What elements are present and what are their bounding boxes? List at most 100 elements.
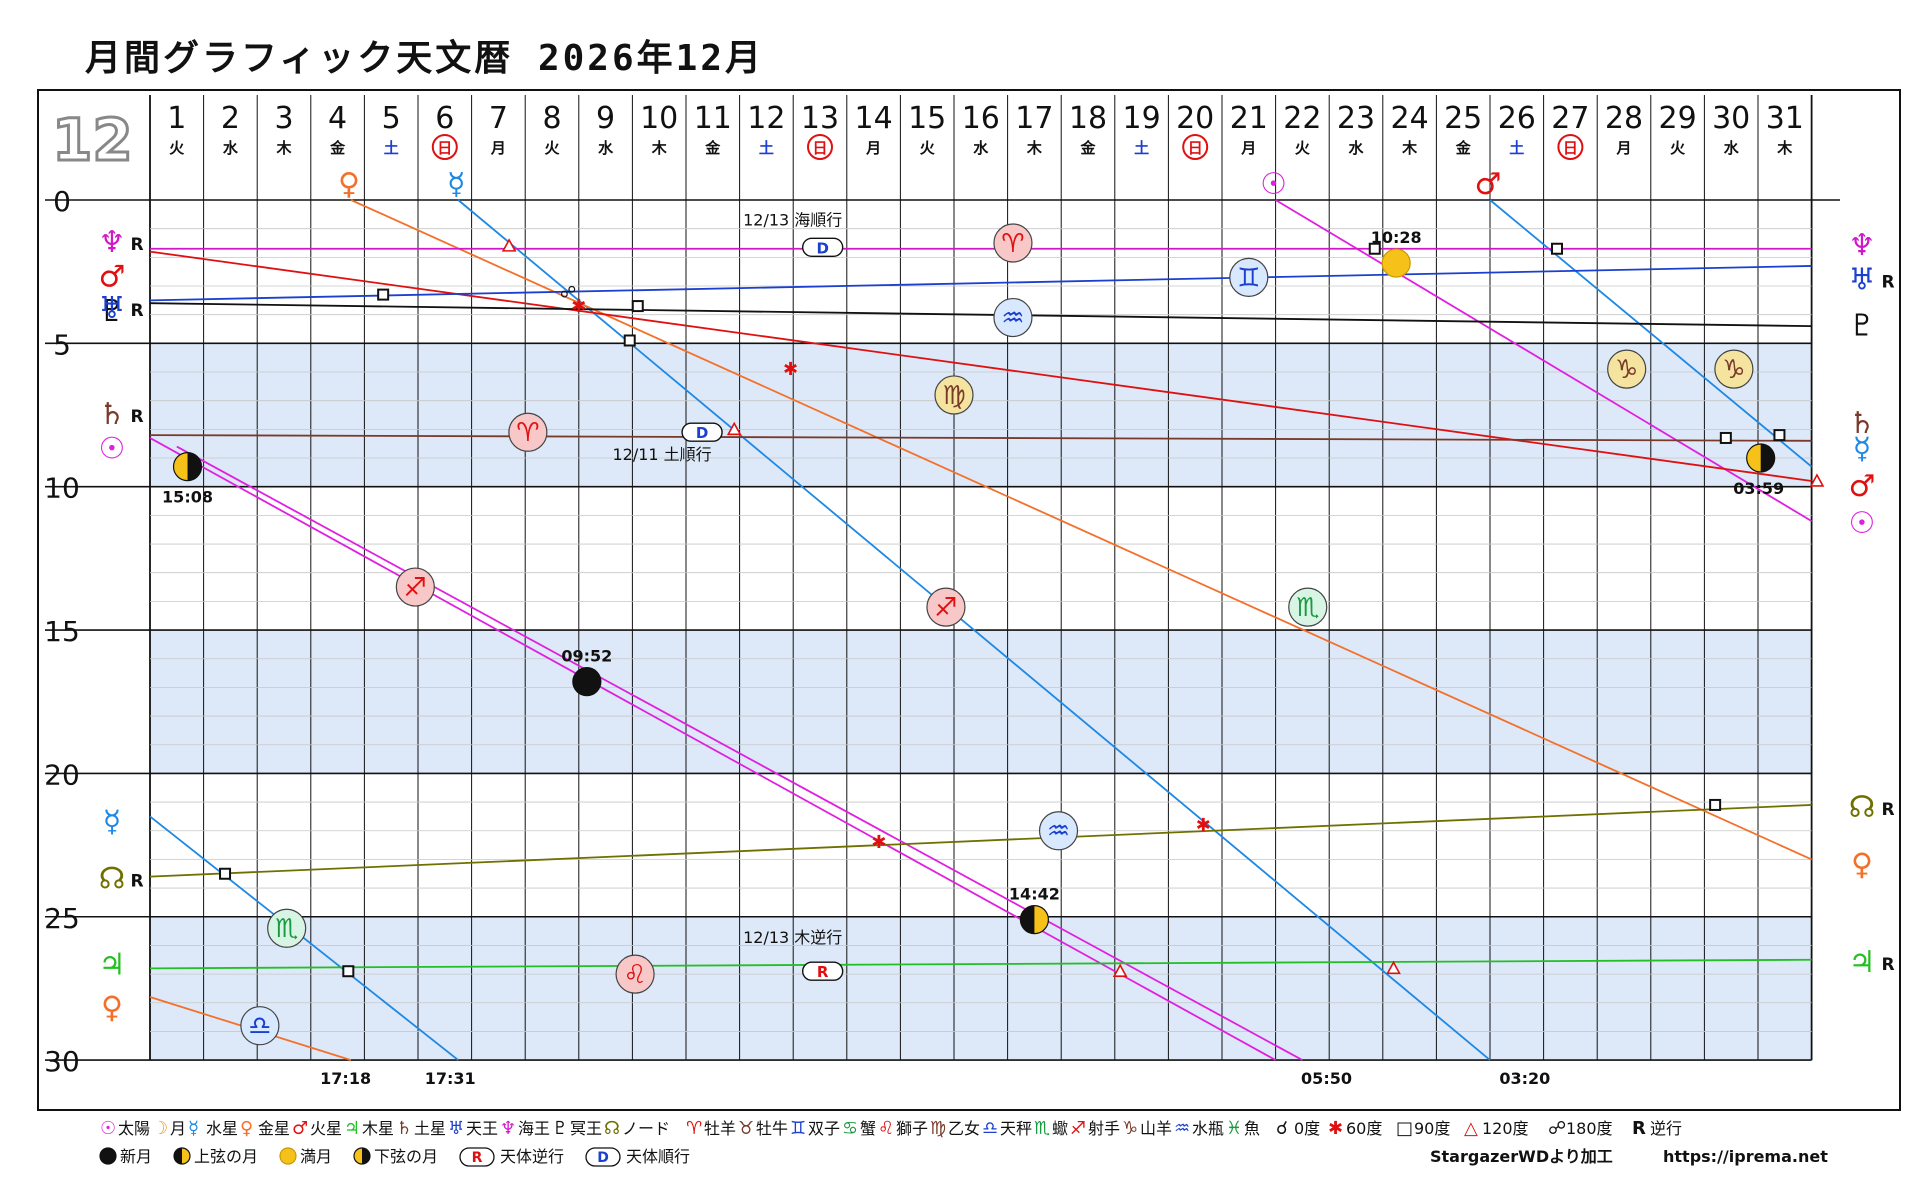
legend-glyph: △ <box>1464 1118 1478 1139</box>
sign-change-time: 17:31 <box>425 1069 476 1088</box>
sign-marker-glyph: ♏ <box>1296 593 1319 623</box>
weekday-label: 火 <box>920 139 936 157</box>
station-note: 12/13 木逆行 <box>743 928 842 947</box>
station-badge <box>801 961 844 981</box>
sign-marker-glyph: ♏ <box>275 914 298 944</box>
day-number: 13 <box>801 101 839 136</box>
weekday-label: 木 <box>275 139 292 157</box>
left-planet-label: ♀ <box>101 991 123 1026</box>
day-number: 14 <box>855 101 893 136</box>
bottom-times: 17:18 17:31 05:50 03:20 <box>320 1069 1550 1088</box>
day-number: 30 <box>1712 101 1750 136</box>
left-planet-label: ♄ <box>99 397 126 432</box>
weekday-label: 金 <box>1079 139 1096 157</box>
day-number: 20 <box>1176 101 1214 136</box>
series-line <box>1489 199 1813 468</box>
weekday-label: 土 <box>384 139 399 157</box>
day-number: 11 <box>694 101 732 136</box>
trine-aspect-marker <box>726 421 742 436</box>
chart-frame <box>37 89 1901 1111</box>
moon-phase-time: 03:59 <box>1733 479 1784 498</box>
sign-marker-circle <box>240 1006 280 1046</box>
series-line <box>149 437 1277 1061</box>
legend-glyph: ♋ <box>842 1118 858 1139</box>
right-retro-mark: R <box>1881 955 1894 975</box>
legend-label: 新月 <box>120 1147 152 1166</box>
station-note: 12/13 海順行 <box>743 210 842 229</box>
series-line <box>149 250 1812 482</box>
series-line <box>149 958 1812 970</box>
chart-title: 月間グラフィック天文暦 2026年12月 <box>85 38 764 79</box>
legend-label: 乙女 <box>948 1119 980 1138</box>
chart-grid <box>45 95 1840 1061</box>
y-tick-label: 20 <box>44 758 80 791</box>
moon-phase-time: 10:28 <box>1371 228 1422 247</box>
legend-label: 海王 <box>518 1119 550 1138</box>
aspect-markers: ✱✱✱✱☍ <box>219 238 1825 978</box>
weekday-label: 木 <box>651 139 668 157</box>
sign-marker-glyph: ♐ <box>934 593 957 623</box>
left-planet-label: ♂ <box>99 260 126 295</box>
day-number: 1 <box>167 101 186 136</box>
left-planet-label: ☉ <box>99 432 126 467</box>
y-tick-label: 25 <box>44 902 80 935</box>
moon-shadow <box>187 452 202 481</box>
sign-marker-glyph: ♍ <box>942 381 965 411</box>
left-planet-label: ♃ <box>99 948 126 983</box>
day-number: 22 <box>1283 101 1321 136</box>
legend-glyph: ✱ <box>1328 1118 1343 1139</box>
sign-markers: ♈ ♊ ♒ ♍ ♈ ♑ ♑ ♐ ♐ ♏ ♒ ♏ ♌ ♎ <box>240 223 1754 1046</box>
month-number: 12 <box>52 106 133 174</box>
weekday-label: 日 <box>1563 139 1578 157</box>
sign-marker-glyph: ♊ <box>1237 263 1260 293</box>
weekday-label: 木 <box>1026 139 1043 157</box>
right-planet-label: ☉ <box>1849 506 1876 541</box>
day-number: 3 <box>274 101 293 136</box>
weekday-label: 木 <box>1776 139 1793 157</box>
legend-glyph: ♆ <box>500 1118 516 1139</box>
y-tick-label: 0 <box>53 185 71 218</box>
sunday-circle <box>1182 134 1209 160</box>
square-aspect-marker <box>623 334 636 347</box>
station-badge-letter: D <box>696 424 708 442</box>
left-planet-label: ☊ <box>99 862 126 897</box>
series-line <box>149 815 459 1061</box>
left-planet-label: ♆ <box>99 225 126 260</box>
moon-phase-time: 14:42 <box>1009 885 1060 904</box>
sextile-aspect-marker: ✱ <box>783 359 798 380</box>
legend-label: ノード <box>622 1119 670 1138</box>
weekday-label: 土 <box>759 139 774 157</box>
day-number: 31 <box>1766 101 1804 136</box>
trine-aspect-marker <box>501 238 517 252</box>
weekday-label: 土 <box>1509 139 1524 157</box>
legend-label: 天体逆行 <box>500 1147 564 1166</box>
legend-label: 逆行 <box>1650 1119 1682 1138</box>
sunday-circle <box>1557 134 1584 160</box>
right-planet-label: ☿ <box>1853 432 1871 467</box>
weekday-label: 日 <box>1188 139 1203 157</box>
weekday-label: 金 <box>704 139 721 157</box>
legend: ☉ 太陽 ☽ 月 ☿ 水星 ♀ 金星 ♂ 火星 ♃ 木星 ♄ 土星 ♅ 天王 ♆ 海王 ♇ 冥王 ☊ ノード ♈ 牡羊 ♉ 牡牛 ♊… <box>99 1118 1828 1167</box>
weekday-label: 水 <box>1724 139 1740 157</box>
legend-label: 金星 <box>258 1119 290 1138</box>
weekday-label: 金 <box>329 139 346 157</box>
sign-marker-circle <box>1607 349 1647 389</box>
sign-marker-glyph: ♎ <box>248 1012 271 1042</box>
sign-change-time: 05:50 <box>1301 1069 1352 1088</box>
sunday-circle <box>431 134 458 160</box>
right-planet-label: ♀ <box>1851 847 1873 882</box>
square-aspect-marker <box>219 867 232 880</box>
moon-shadow <box>1760 444 1775 473</box>
legend-label: 水瓶 <box>1192 1119 1224 1138</box>
station-badge <box>801 237 844 258</box>
station-badge-letter: D <box>816 239 828 257</box>
weekday-label: 水 <box>223 139 239 157</box>
day-number: 16 <box>962 101 1000 136</box>
trine-aspect-marker <box>1809 473 1825 487</box>
legend-label: 牡羊 <box>704 1119 736 1138</box>
y-axis: 0 5 10 15 20 25 30 <box>44 185 80 1078</box>
sign-marker-circle <box>508 412 548 452</box>
legend-label: 天王 <box>466 1119 498 1138</box>
series-line <box>149 804 1812 878</box>
credit-text: StargazerWDより加工 <box>1430 1147 1613 1166</box>
